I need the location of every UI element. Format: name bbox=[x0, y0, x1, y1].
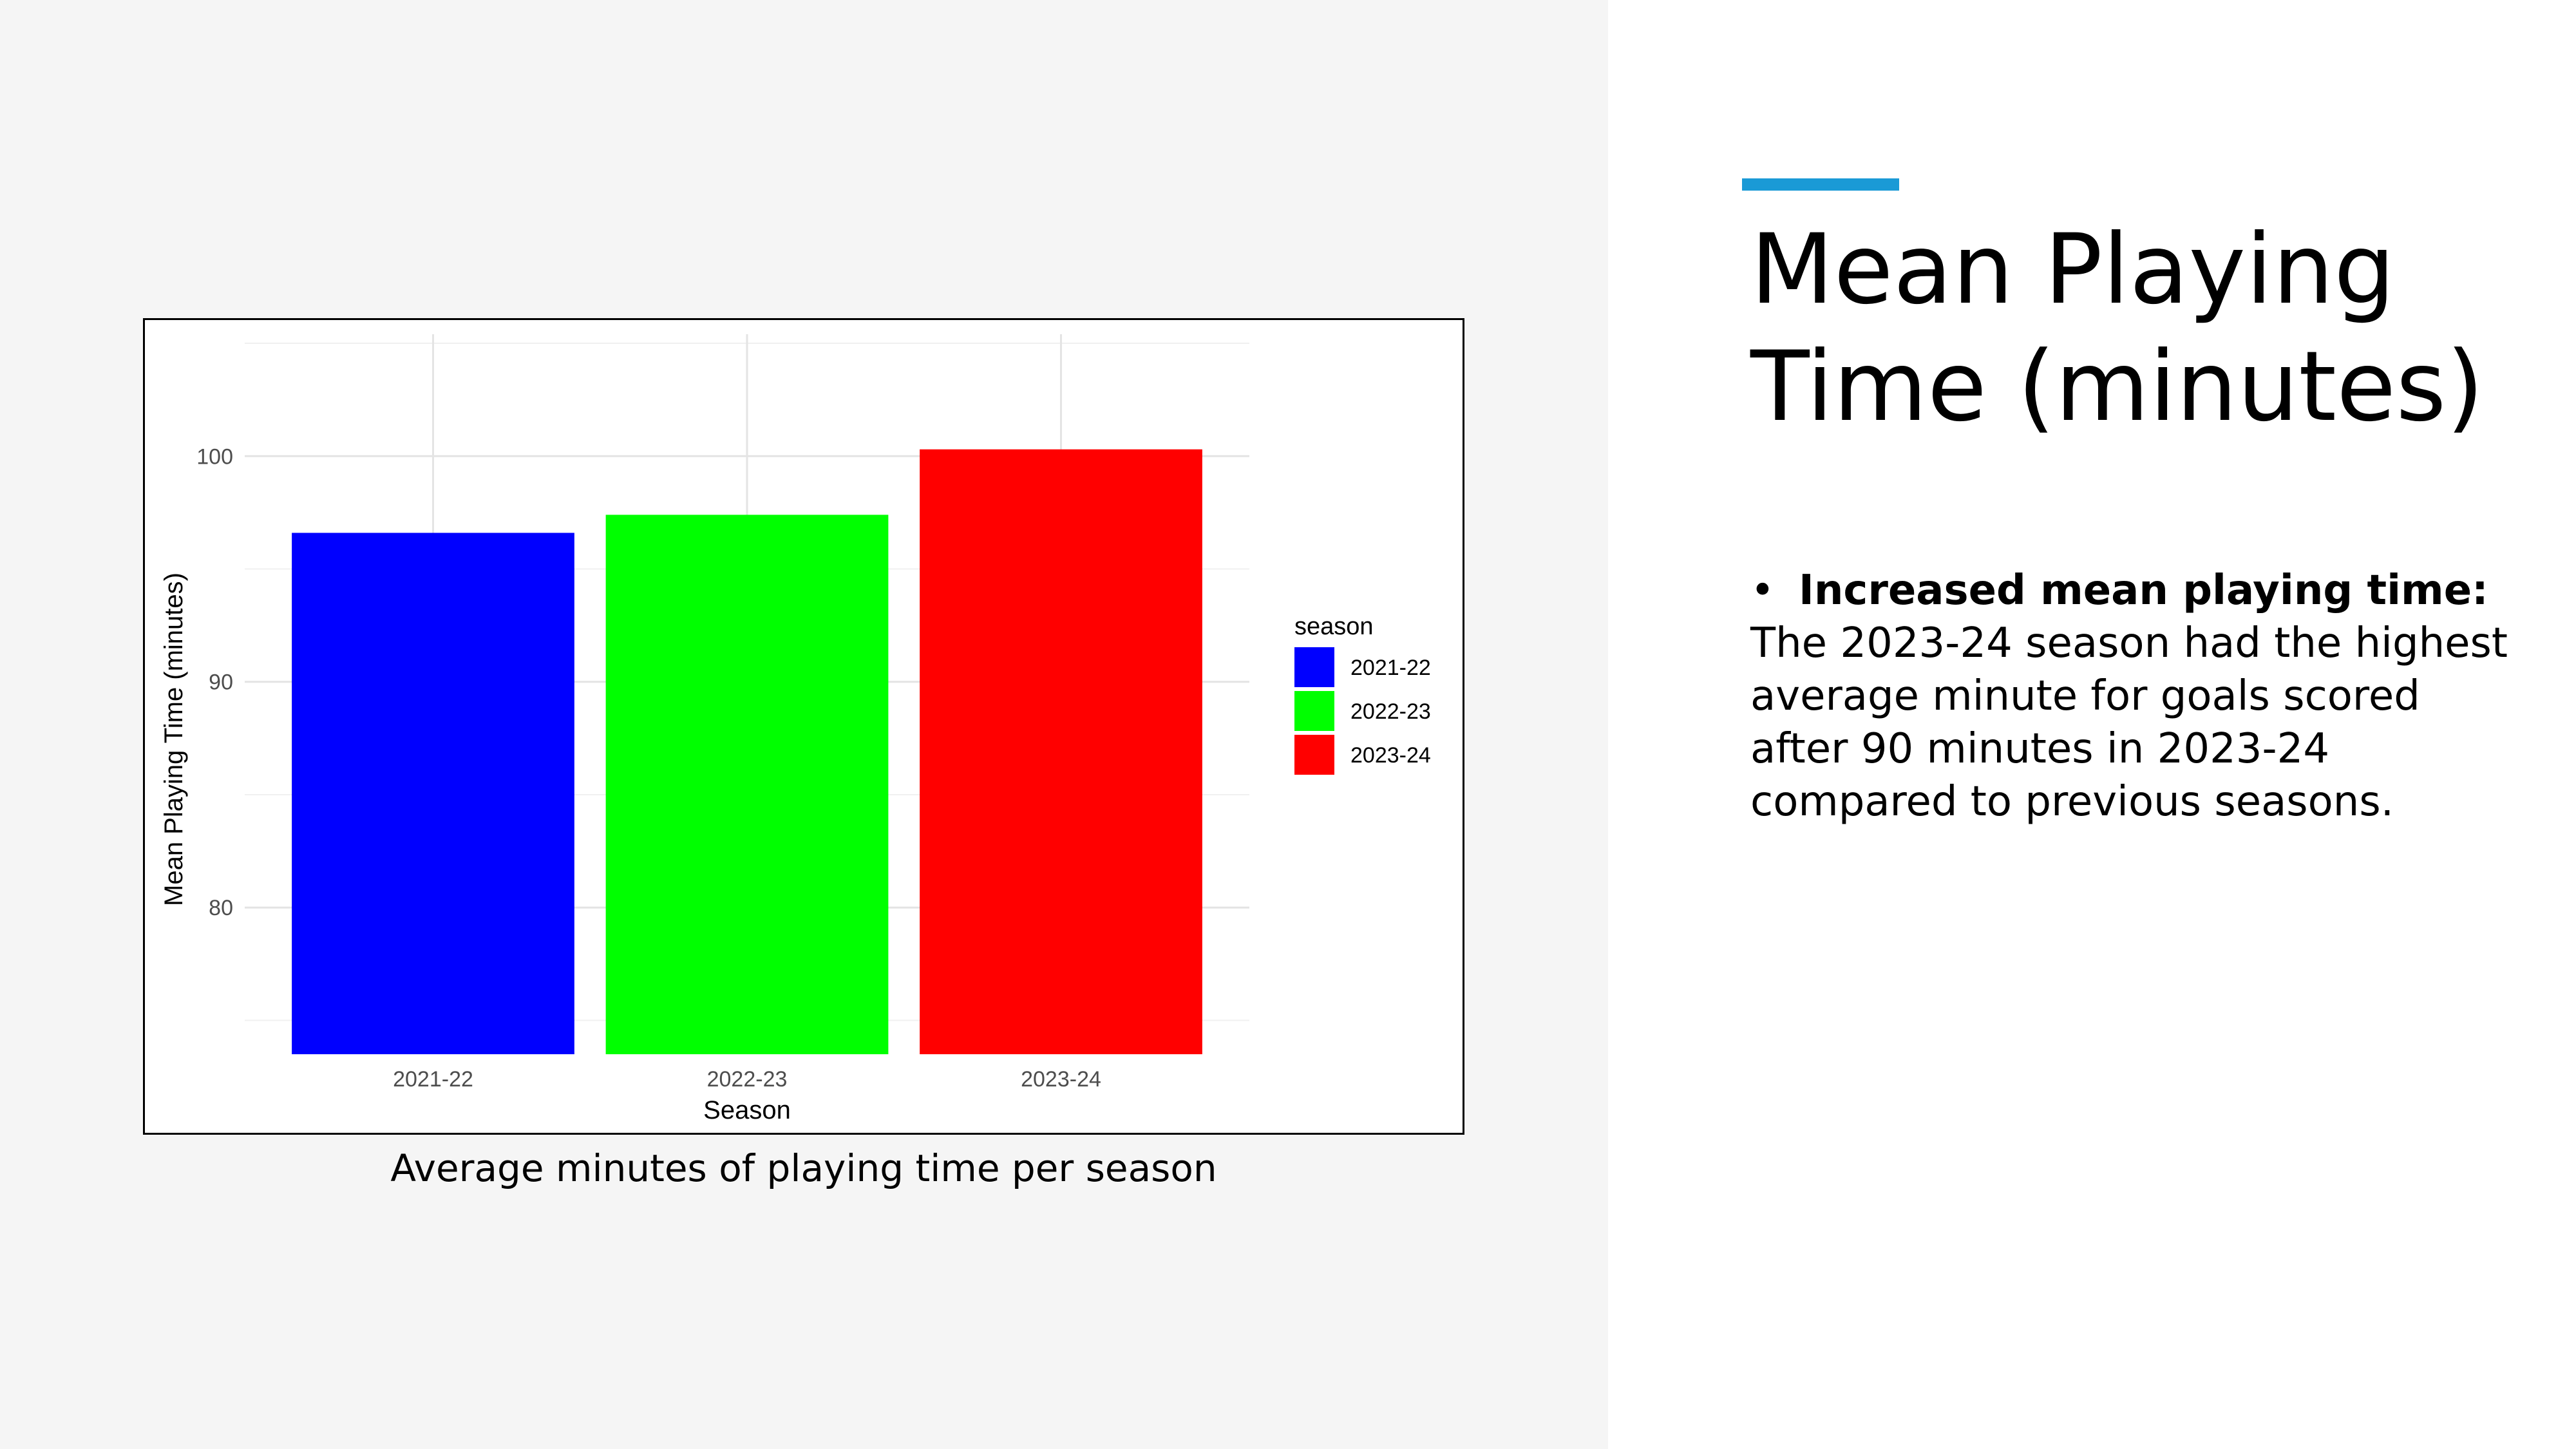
bullet-text: The 2023-24 season had the highest avera… bbox=[1750, 620, 2508, 826]
bar-chart: 80 90 100 2021-22 2022-23 2023-24 Season Mean P… bbox=[160, 334, 1431, 1124]
title-accent-bar bbox=[1742, 178, 1899, 191]
legend-label: 2023-24 bbox=[1350, 743, 1431, 768]
legend-swatch bbox=[1294, 647, 1334, 687]
chart-frame: 80 90 100 2021-22 2022-23 2023-24 Season Mean P… bbox=[143, 318, 1464, 1135]
x-tick-label: 2021-22 bbox=[393, 1067, 473, 1092]
x-tick-label: 2023-24 bbox=[1021, 1067, 1101, 1092]
bar-2023-24 bbox=[920, 449, 1202, 1054]
left-panel: 80 90 100 2021-22 2022-23 2023-24 Season Mean P… bbox=[143, 318, 1464, 1190]
y-tick-label: 100 bbox=[196, 444, 233, 469]
y-tick-label: 90 bbox=[209, 670, 233, 695]
bullet-icon: • bbox=[1750, 567, 1775, 614]
y-tick-label: 80 bbox=[209, 896, 233, 920]
chart-caption: Average minutes of playing time per seas… bbox=[390, 1146, 1217, 1190]
y-axis-title: Mean Playing Time (minutes) bbox=[160, 573, 188, 906]
legend-swatch bbox=[1294, 691, 1334, 731]
legend-title: season bbox=[1294, 613, 1374, 640]
legend-label: 2022-23 bbox=[1350, 699, 1431, 724]
bullet-point: • Increased mean playing time: The 2023-2… bbox=[1750, 564, 2523, 828]
legend-swatch bbox=[1294, 735, 1334, 775]
slide-title: Mean Playing Time (minutes) bbox=[1750, 214, 2484, 443]
bullet-heading: Increased mean playing time: bbox=[1799, 567, 2488, 614]
x-tick-label: 2022-23 bbox=[707, 1067, 788, 1092]
bar-2022-23 bbox=[605, 515, 889, 1054]
legend-label: 2021-22 bbox=[1350, 656, 1431, 680]
x-axis-title: Season bbox=[703, 1096, 791, 1124]
bar-2021-22 bbox=[292, 533, 574, 1054]
